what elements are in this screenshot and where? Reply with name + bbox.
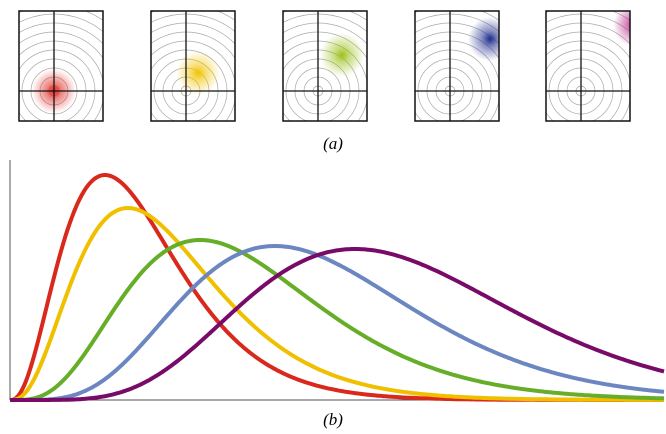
ring xyxy=(486,0,666,186)
caption-b: (b) xyxy=(323,410,343,429)
ring xyxy=(477,0,666,195)
blob xyxy=(320,33,364,77)
thumbnail xyxy=(0,0,185,222)
blob xyxy=(176,51,220,95)
curve xyxy=(10,175,664,400)
caption-a: (a) xyxy=(323,134,343,153)
ring xyxy=(0,0,185,222)
blob xyxy=(468,17,512,61)
figure: (a) (b) xyxy=(0,0,666,434)
panel-a xyxy=(0,0,666,222)
curve xyxy=(10,208,664,400)
blob xyxy=(613,3,657,47)
ring xyxy=(0,0,158,195)
thumbnail xyxy=(187,0,449,222)
thumbnail xyxy=(55,0,317,222)
panel-b xyxy=(10,160,664,400)
ring xyxy=(0,0,167,204)
thumbnail xyxy=(319,0,581,222)
